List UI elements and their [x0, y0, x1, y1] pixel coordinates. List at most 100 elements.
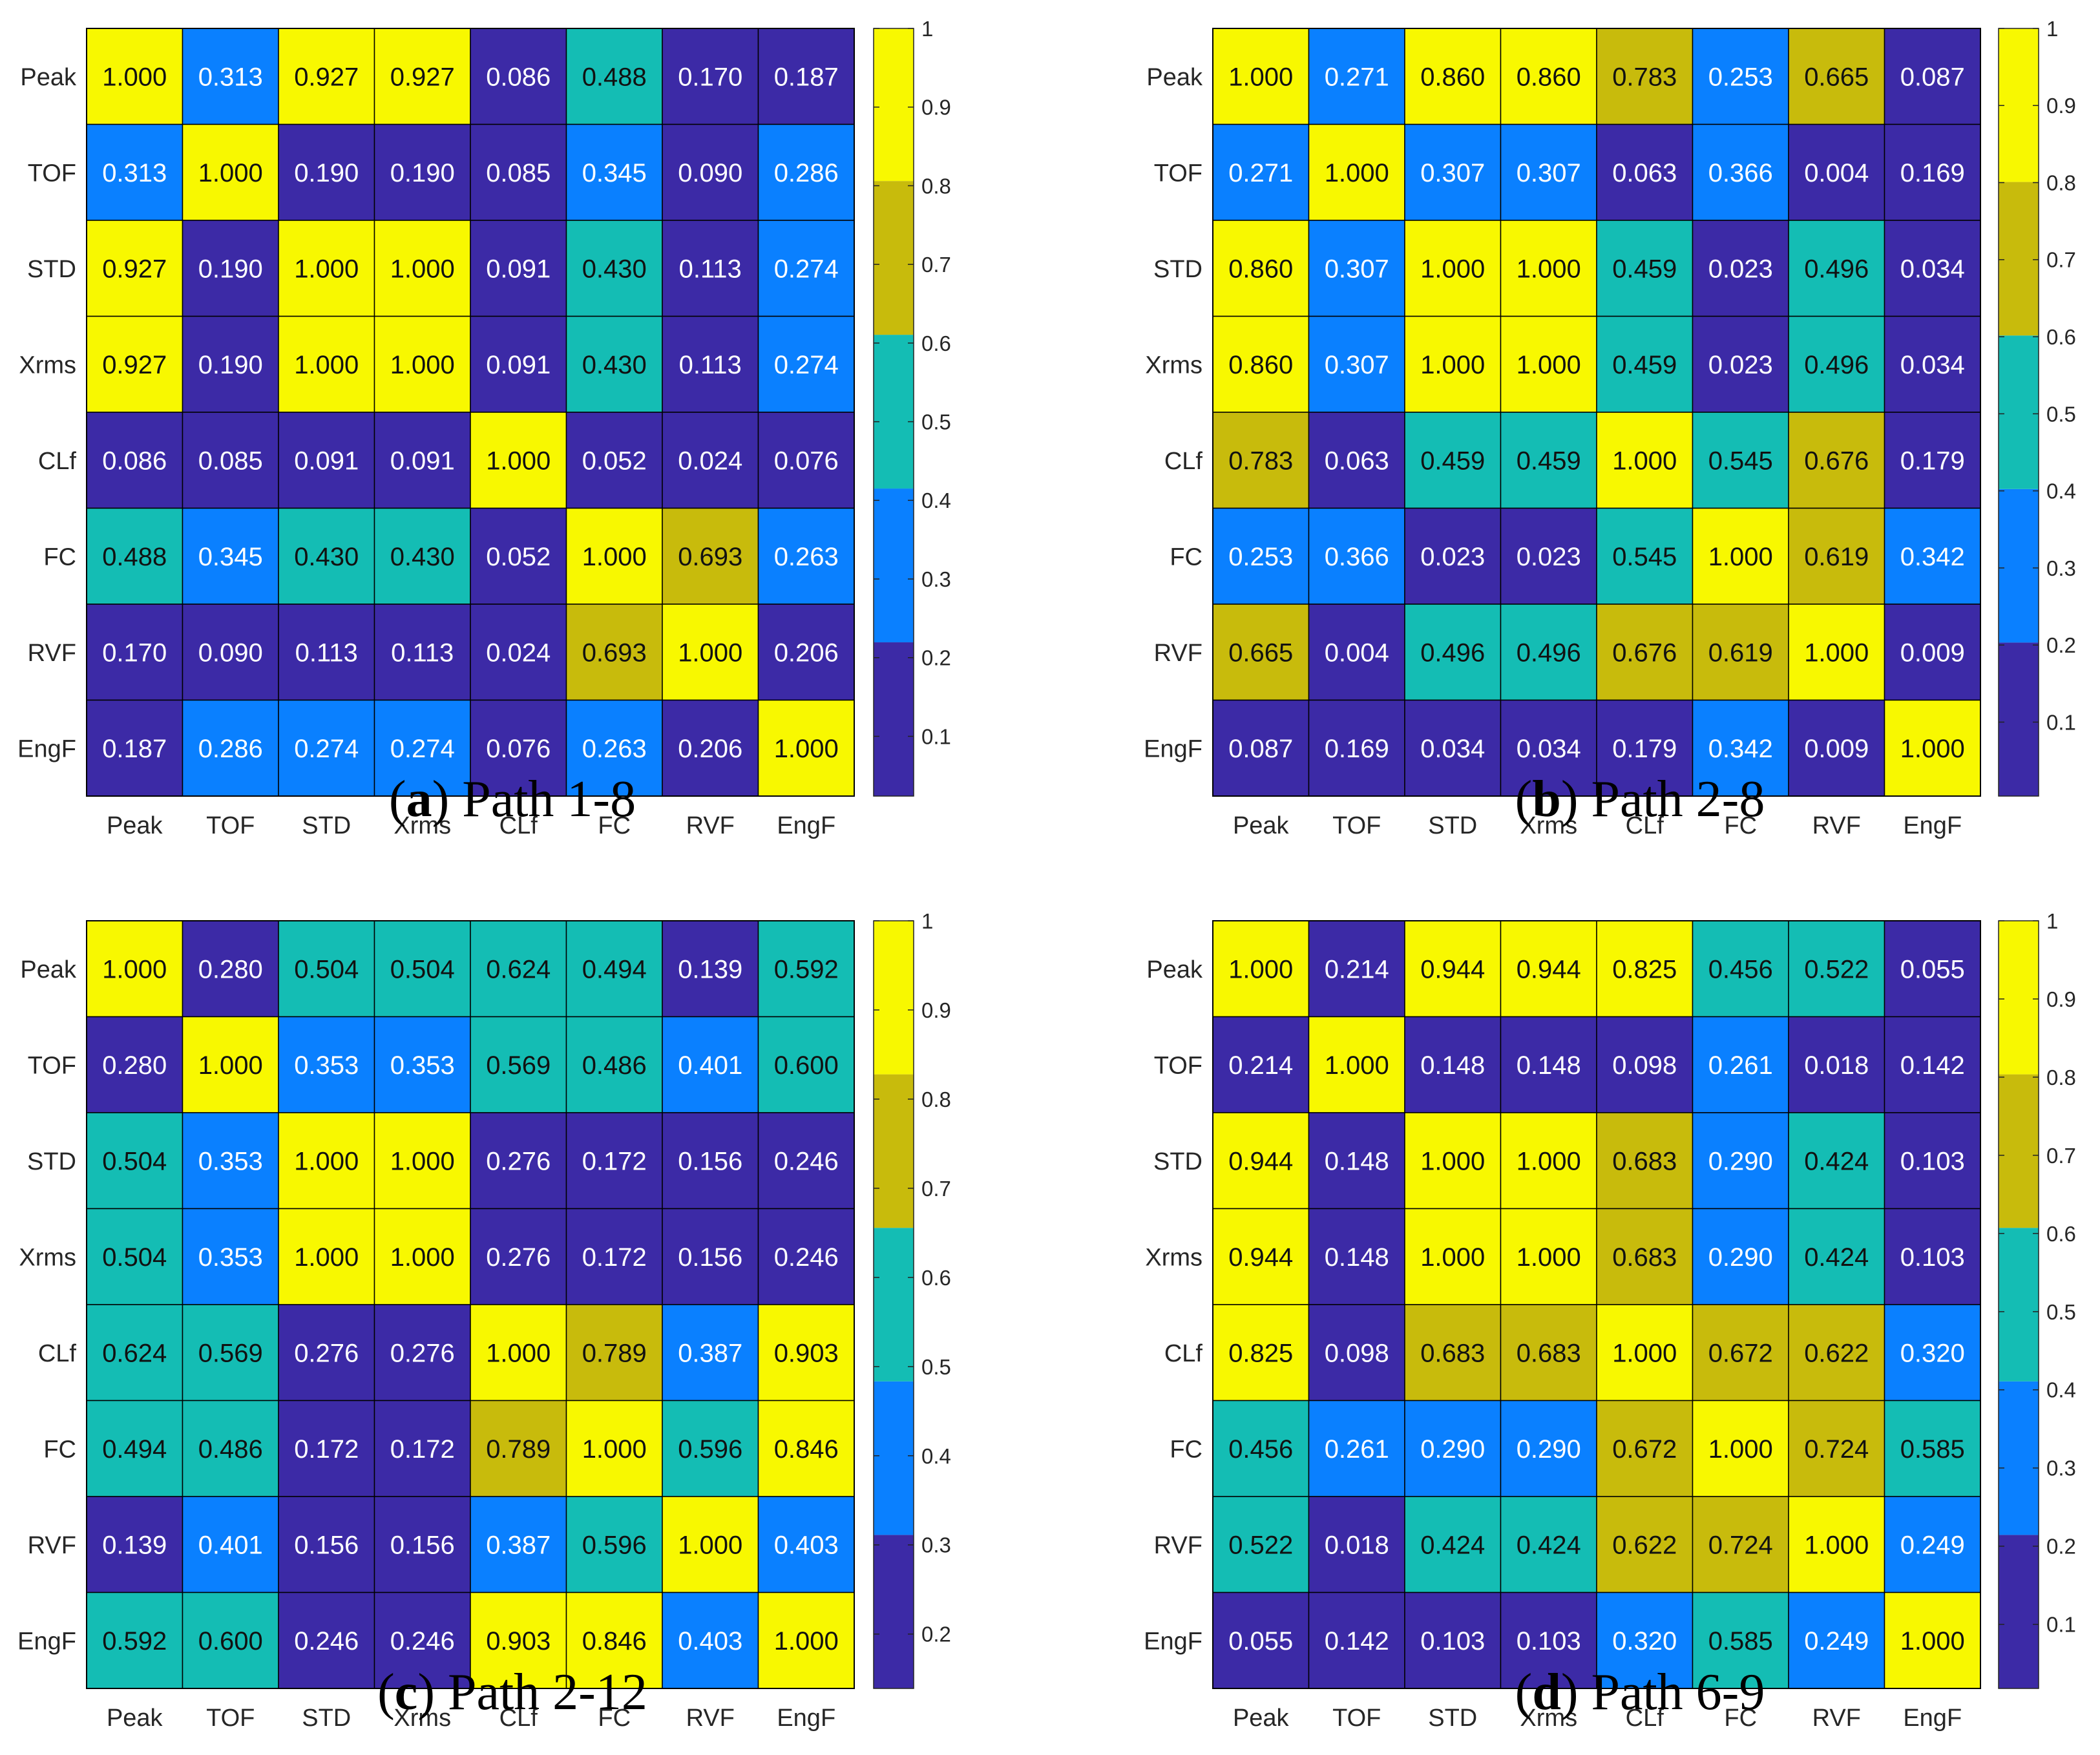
cell-value-label: 0.055 — [1900, 956, 1965, 984]
cell-value-label: 1.000 — [1420, 1243, 1485, 1272]
x-tick-label: TOF — [1332, 812, 1381, 839]
heatmap-cell — [86, 1208, 184, 1305]
cell-value-label: 0.172 — [390, 1435, 455, 1464]
heatmap-cell — [470, 1592, 567, 1689]
heatmap-cell — [1788, 315, 1885, 413]
heatmap-cell — [373, 28, 471, 125]
heatmap-cell — [1500, 1304, 1597, 1402]
cell-value-label: 0.087 — [1900, 63, 1965, 92]
cell-value-label: 0.214 — [1325, 956, 1389, 984]
heatmap-cell — [1404, 699, 1502, 797]
heatmap-cell — [86, 28, 184, 125]
colorbar-tick-label: 0.2 — [921, 1623, 951, 1646]
cell-value-label: 0.522 — [1804, 956, 1869, 984]
heatmap-cell — [470, 220, 567, 317]
heatmap-cell — [565, 507, 663, 605]
heatmap-cell — [1500, 507, 1597, 605]
cell-value-label: 0.345 — [198, 543, 263, 571]
colorbar-tick-label: 0.8 — [921, 1088, 951, 1111]
heatmap-cell — [662, 220, 759, 317]
cell-value-label: 0.496 — [1804, 351, 1869, 379]
colorbar-tick-label: 0.6 — [921, 1266, 951, 1290]
cell-value-label: 0.098 — [1325, 1340, 1389, 1368]
heatmap-cell — [662, 604, 759, 701]
x-tick-label: EngF — [777, 812, 835, 839]
colorbar-tick-label: 1 — [921, 17, 933, 41]
cell-value-label: 0.148 — [1420, 1051, 1485, 1080]
cell-value-label: 0.023 — [1708, 255, 1773, 284]
cell-value-label: 0.023 — [1708, 351, 1773, 379]
heatmap-cell — [470, 123, 567, 221]
y-tick-label: EngF — [1144, 735, 1202, 762]
cell-value-label: 1.000 — [1517, 1148, 1581, 1176]
colorbar-tick-label: 0.5 — [921, 410, 951, 434]
cell-value-label: 0.424 — [1804, 1148, 1869, 1176]
cell-value-label: 0.023 — [1420, 543, 1485, 571]
cell-value-label: 0.307 — [1325, 351, 1389, 379]
cell-value-label: 0.683 — [1612, 1148, 1677, 1176]
heatmap-cell — [757, 920, 855, 1018]
panel-caption: (a) Path 1-8 — [389, 771, 636, 828]
y-tick-label: FC — [1170, 543, 1202, 571]
heatmap-cell — [1308, 315, 1405, 413]
heatmap-cell — [757, 1304, 855, 1402]
colorbar-segment — [1999, 335, 2039, 489]
cell-value-label: 0.172 — [582, 1243, 647, 1272]
cell-value-label: 0.459 — [1612, 255, 1677, 284]
cell-value-label: 0.456 — [1708, 956, 1773, 984]
heatmap-panel-a: 1.000 0.313 0.927 0.927 0.086 0.488 0.170 0.187… — [17, 17, 951, 839]
heatmap-cell — [757, 1400, 855, 1497]
caption-title: Path 2-12 — [448, 1664, 647, 1721]
cell-value-label: 0.170 — [102, 639, 167, 667]
heatmap-cell — [1308, 507, 1405, 605]
heatmap-frame — [1212, 28, 1981, 797]
cell-value-label: 1.000 — [582, 543, 647, 571]
heatmap-cell — [1884, 412, 1981, 509]
colorbar-tick-label: 0.7 — [2046, 248, 2076, 272]
heatmap-cell — [1884, 1112, 1981, 1210]
y-tick-label: Peak — [1146, 64, 1203, 91]
cell-value-label: 0.585 — [1708, 1627, 1773, 1655]
heatmap-cell — [1596, 220, 1694, 317]
cell-value-label: 0.693 — [582, 639, 647, 667]
cell-value-label: 0.846 — [582, 1627, 647, 1655]
y-tick-label: Peak — [20, 64, 77, 91]
cell-value-label: 0.034 — [1517, 735, 1581, 763]
cell-value-label: 0.424 — [1517, 1531, 1581, 1560]
cell-value-label: 1.000 — [486, 447, 551, 476]
heatmap-panel-d: 1.000 0.214 0.944 0.944 0.825 0.456 0.522 0.055… — [1144, 909, 2076, 1732]
heatmap-cell — [565, 699, 663, 797]
heatmap-cell — [86, 1592, 184, 1689]
cell-value-label: 0.504 — [294, 956, 359, 984]
cell-value-label: 0.903 — [774, 1340, 839, 1368]
cell-value-label: 0.860 — [1228, 255, 1293, 284]
cell-value-label: 0.139 — [678, 956, 742, 984]
x-tick-label: EngF — [777, 1705, 835, 1732]
cell-value-label: 0.592 — [774, 956, 839, 984]
x-tick-label: STD — [302, 812, 351, 839]
cell-value-label: 0.261 — [1708, 1051, 1773, 1080]
x-tick-label: RVF — [686, 812, 735, 839]
cell-value-label: 0.624 — [102, 1340, 167, 1368]
cell-value-label: 0.076 — [486, 735, 551, 763]
cell-value-label: 0.683 — [1517, 1340, 1581, 1368]
cell-value-label: 0.724 — [1804, 1435, 1869, 1464]
heatmap-cell — [1212, 507, 1310, 605]
cell-value-label: 1.000 — [198, 1051, 263, 1080]
heatmap-cell — [1212, 315, 1310, 413]
cell-value-label: 1.000 — [774, 1627, 839, 1655]
cell-value-label: 0.624 — [486, 956, 551, 984]
cell-value-label: 0.619 — [1804, 543, 1869, 571]
cell-value-label: 0.018 — [1325, 1531, 1389, 1560]
heatmap-cell — [470, 1400, 567, 1497]
cell-value-label: 1.000 — [486, 1340, 551, 1368]
heatmap-cell — [1596, 604, 1694, 701]
colorbar-segment — [1999, 1228, 2039, 1382]
heatmap-cell — [662, 1112, 759, 1210]
cell-value-label: 0.086 — [486, 63, 551, 92]
cell-value-label: 0.023 — [1517, 543, 1581, 571]
cell-value-label: 0.353 — [198, 1243, 263, 1272]
cell-value-label: 0.944 — [1420, 956, 1485, 984]
cell-value-label: 0.622 — [1612, 1531, 1677, 1560]
cell-value-label: 0.276 — [390, 1340, 455, 1368]
